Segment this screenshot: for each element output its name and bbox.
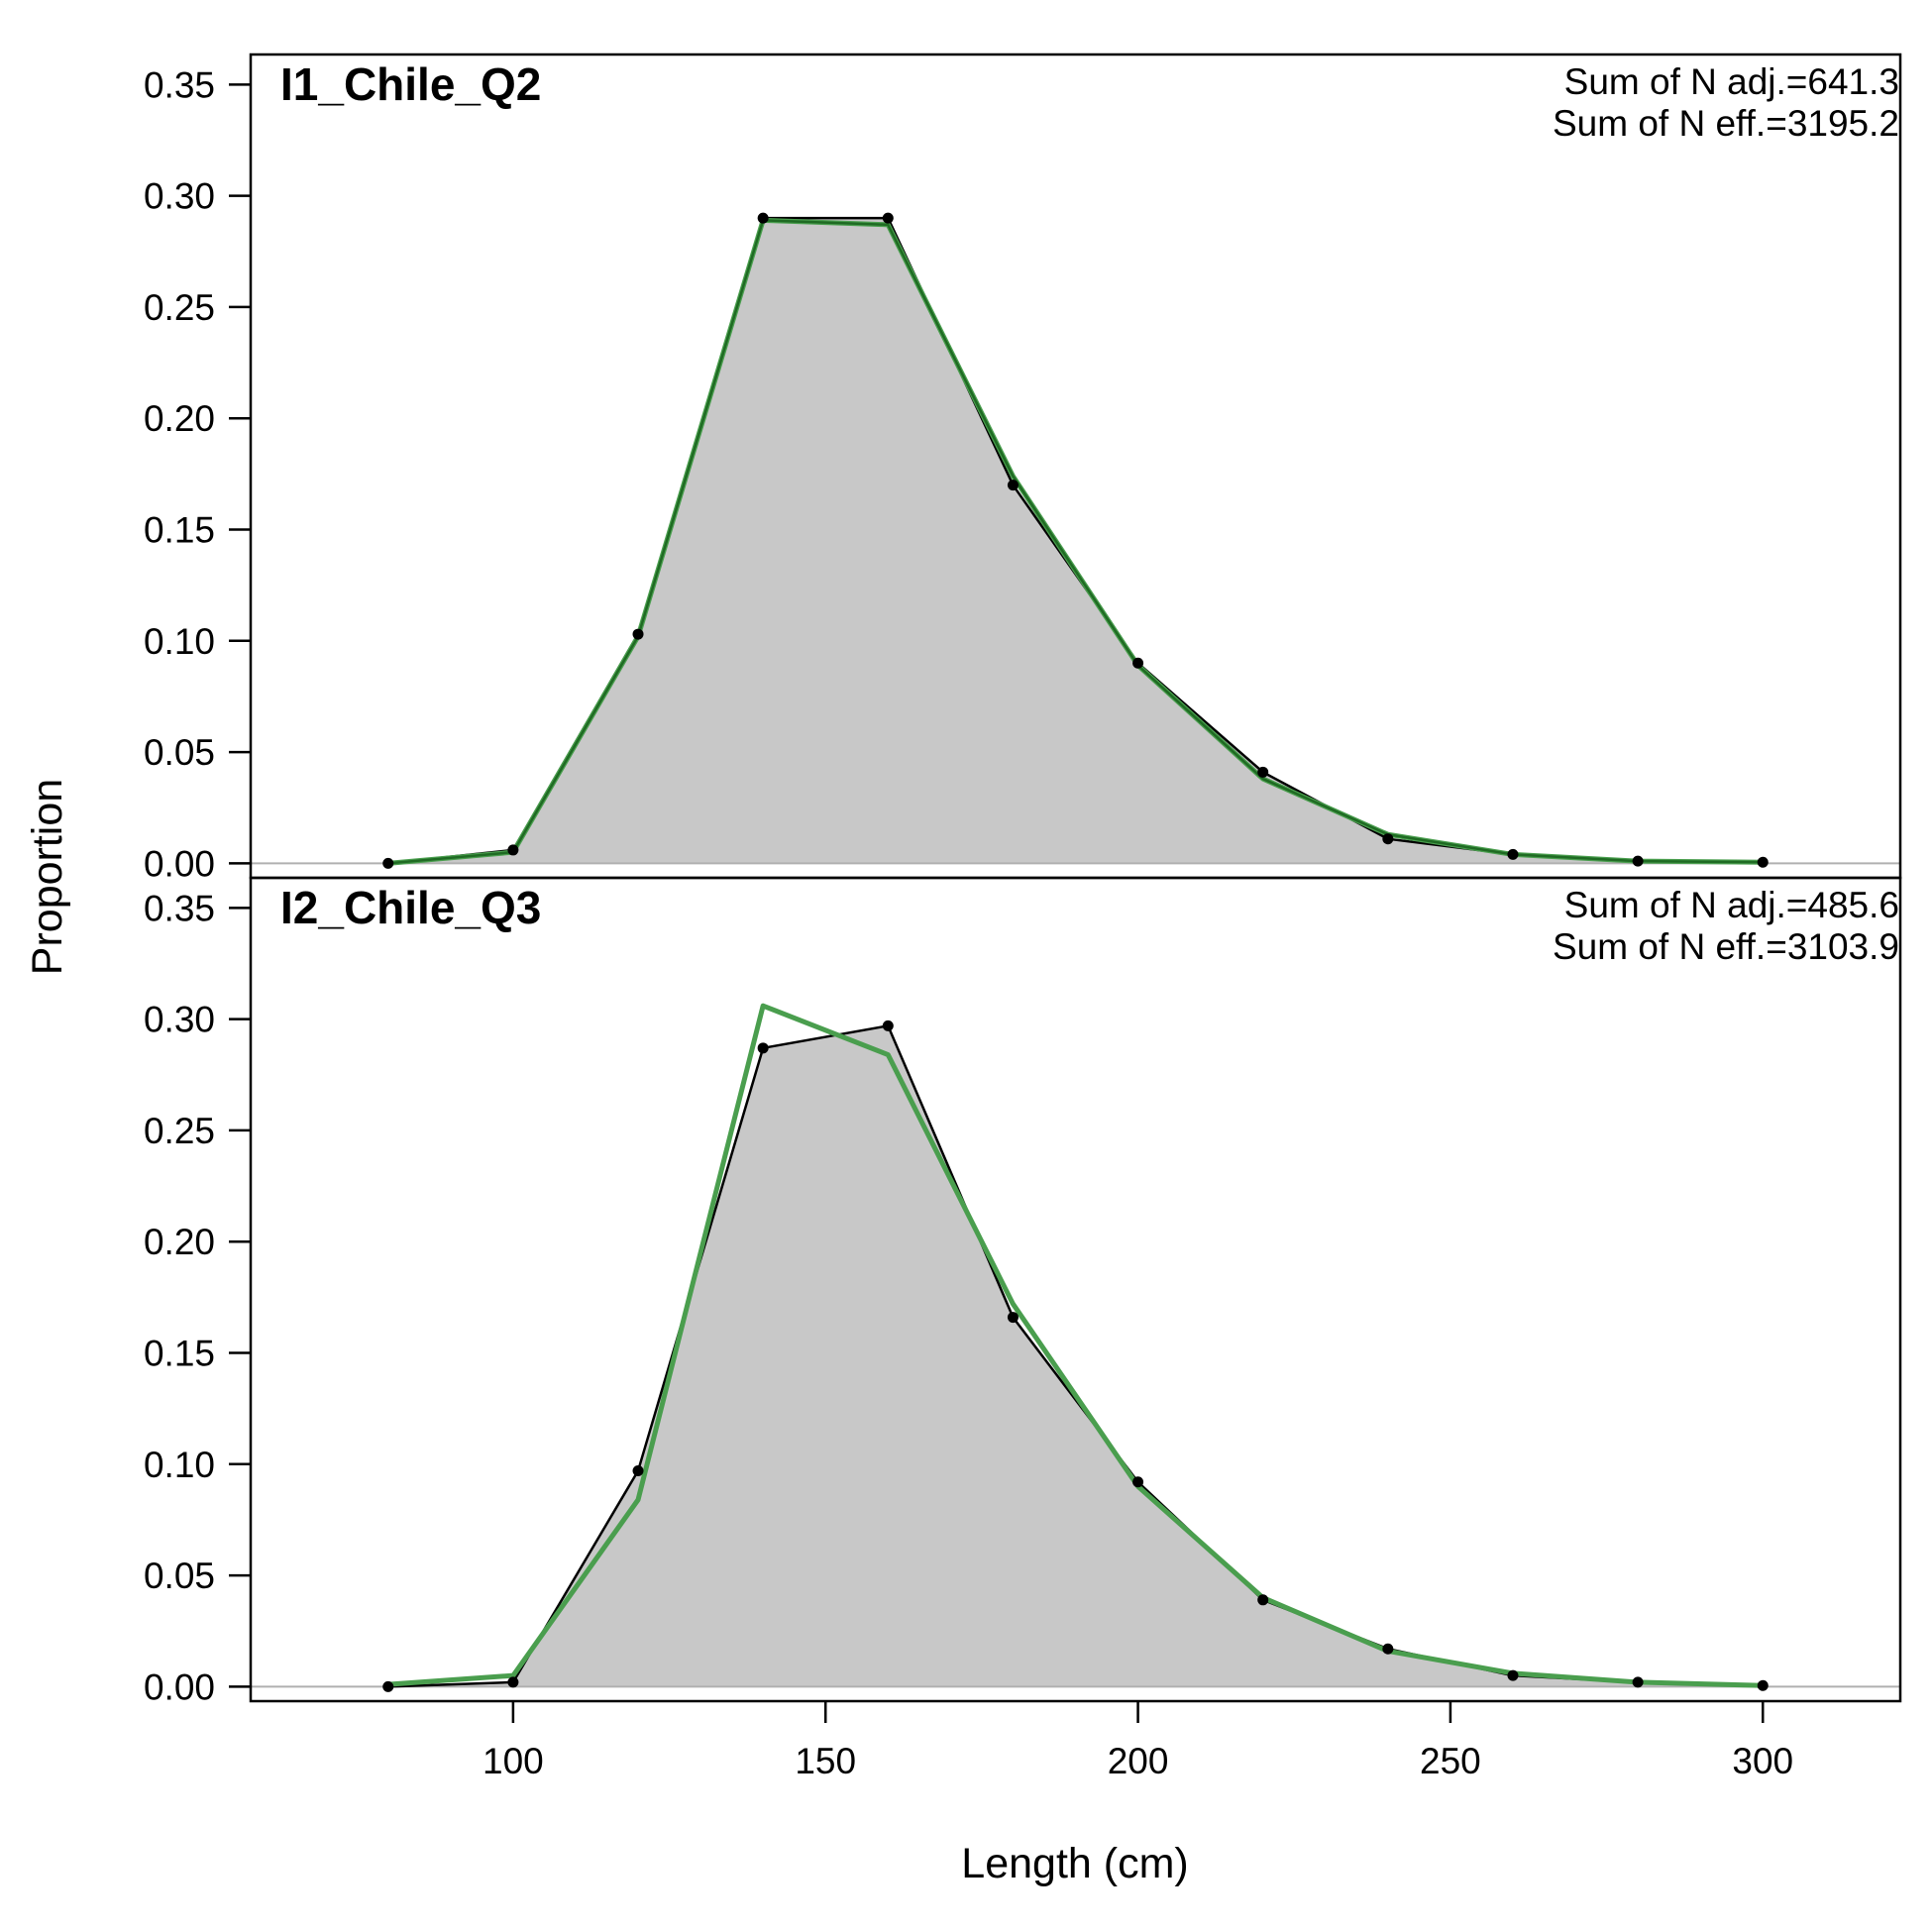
y-axis-title: Proportion (24, 779, 71, 975)
observed-area-panel-2 (387, 1025, 1764, 1687)
x-tick-label: 150 (795, 1741, 856, 1781)
y-tick-label-panel-2: 0.05 (144, 1556, 215, 1596)
observed-point-panel-1 (1507, 848, 1519, 860)
x-tick-label: 300 (1732, 1741, 1793, 1781)
y-tick-label-panel-1: 0.20 (144, 398, 215, 439)
observed-point-panel-2 (757, 1042, 769, 1054)
panel-annotation-2: Sum of N adj.=485.6 (1564, 885, 1899, 925)
observed-area-panel-1 (387, 218, 1764, 864)
observed-point-panel-1 (1007, 480, 1019, 491)
observed-point-panel-2 (1507, 1669, 1519, 1681)
expected-line-core-panel-1 (387, 219, 1764, 865)
x-tick-label: 100 (483, 1741, 544, 1781)
x-tick-label: 250 (1420, 1741, 1481, 1781)
panel-annotation-1: Sum of N eff.=3195.2 (1553, 103, 1899, 144)
observed-point-panel-1 (1757, 856, 1769, 868)
y-tick-label-panel-2: 0.15 (144, 1334, 215, 1374)
observed-point-panel-2 (1632, 1676, 1644, 1688)
observed-point-panel-2 (507, 1676, 519, 1688)
y-tick-label-panel-1: 0.25 (144, 287, 215, 328)
observed-point-panel-2 (382, 1680, 394, 1692)
observed-point-panel-1 (632, 628, 644, 640)
x-tick-label: 200 (1108, 1741, 1169, 1781)
y-tick-label-panel-2: 0.00 (144, 1666, 215, 1707)
observed-point-panel-2 (1382, 1643, 1394, 1655)
y-tick-label-panel-1: 0.30 (144, 176, 215, 217)
panel-annotation-2: Sum of N eff.=3103.9 (1553, 926, 1899, 967)
observed-point-panel-1 (882, 212, 894, 224)
y-tick-label-panel-1: 0.05 (144, 732, 215, 773)
y-tick-label-panel-1: 0.35 (144, 64, 215, 105)
observed-point-panel-1 (382, 857, 394, 869)
observed-point-panel-2 (1132, 1476, 1144, 1488)
observed-point-panel-2 (1757, 1679, 1769, 1691)
observed-point-panel-1 (1257, 766, 1269, 778)
y-tick-label-panel-2: 0.10 (144, 1445, 215, 1485)
panel-frame-2 (249, 876, 1902, 1703)
y-tick-label-panel-2: 0.25 (144, 1111, 215, 1151)
panel-annotation-1: Sum of N adj.=641.3 (1564, 61, 1899, 102)
panel-title-2: I2_Chile_Q3 (280, 882, 541, 933)
y-tick-label-panel-2: 0.35 (144, 888, 215, 928)
observed-point-panel-1 (1132, 657, 1144, 669)
y-tick-label-panel-2: 0.30 (144, 1000, 215, 1040)
observed-point-panel-2 (632, 1465, 644, 1477)
observed-point-panel-2 (1257, 1594, 1269, 1606)
observed-point-panel-1 (757, 212, 769, 224)
observed-point-panel-2 (882, 1020, 894, 1031)
panel-title-1: I1_Chile_Q2 (280, 58, 541, 110)
observed-point-panel-2 (1007, 1312, 1019, 1324)
y-tick-label-panel-2: 0.20 (144, 1222, 215, 1262)
expected-line-panel-2 (387, 1003, 1764, 1688)
y-tick-label-panel-1: 0.10 (144, 621, 215, 662)
observed-point-panel-1 (1632, 855, 1644, 867)
y-tick-label-panel-1: 0.15 (144, 510, 215, 551)
observed-point-panel-1 (507, 844, 519, 856)
observed-point-panel-1 (1382, 833, 1394, 845)
y-tick-label-panel-1: 0.00 (144, 843, 215, 884)
x-axis-title: Length (cm) (961, 1840, 1188, 1887)
